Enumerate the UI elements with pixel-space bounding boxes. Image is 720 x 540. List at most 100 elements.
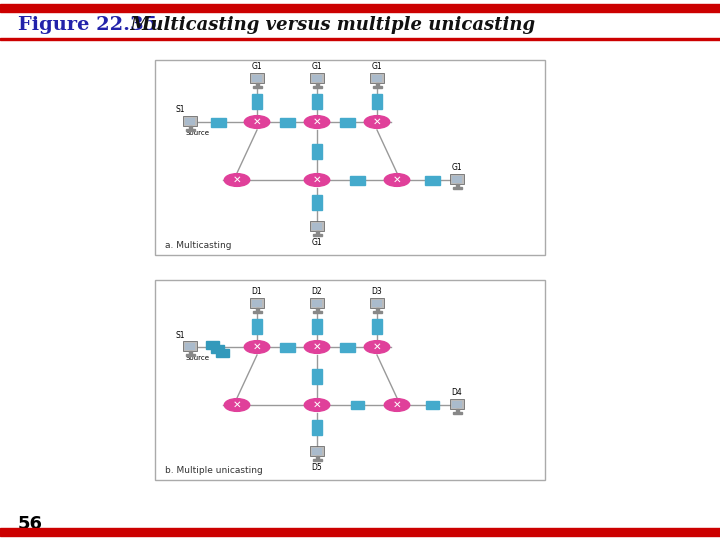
Bar	[310, 73, 324, 83]
Bar	[376, 83, 379, 86]
Ellipse shape	[305, 116, 330, 129]
Text: ✕: ✕	[312, 400, 321, 410]
Ellipse shape	[384, 399, 410, 411]
Bar	[155, 60, 545, 255]
Ellipse shape	[305, 341, 330, 353]
Text: ✕: ✕	[373, 117, 382, 127]
Ellipse shape	[224, 399, 250, 411]
Text: ✕: ✕	[392, 400, 401, 410]
Bar	[189, 351, 192, 354]
Text: G1: G1	[312, 62, 323, 71]
Bar	[312, 234, 322, 236]
Bar	[215, 349, 228, 357]
Ellipse shape	[305, 174, 330, 186]
Bar	[312, 75, 322, 82]
Bar	[252, 93, 262, 109]
Text: G1: G1	[312, 238, 323, 247]
Text: b. Multiple unicasting: b. Multiple unicasting	[165, 466, 263, 475]
Bar	[376, 308, 379, 311]
Bar	[312, 144, 322, 159]
Text: Multicasting versus multiple unicasting: Multicasting versus multiple unicasting	[118, 16, 535, 34]
Bar	[250, 73, 264, 83]
Bar	[315, 83, 318, 86]
Bar	[370, 73, 384, 83]
Bar	[250, 298, 264, 308]
Ellipse shape	[364, 116, 390, 129]
Ellipse shape	[384, 174, 410, 186]
Bar	[315, 231, 318, 234]
Bar	[279, 342, 294, 352]
Bar	[0, 38, 720, 40]
Bar	[372, 300, 382, 307]
Bar	[351, 401, 364, 409]
Ellipse shape	[364, 341, 390, 353]
Text: 56: 56	[18, 515, 43, 533]
Text: ✕: ✕	[233, 175, 241, 185]
Text: D3: D3	[372, 287, 382, 296]
Bar	[312, 311, 322, 313]
Bar	[189, 126, 192, 129]
Text: Source: Source	[186, 130, 210, 136]
Bar	[452, 412, 462, 414]
Bar	[426, 401, 438, 409]
Bar	[456, 184, 459, 187]
Bar	[185, 118, 195, 125]
Bar	[372, 311, 382, 313]
Text: ✕: ✕	[312, 117, 321, 127]
Ellipse shape	[244, 341, 270, 353]
Bar	[349, 176, 364, 185]
Bar	[372, 319, 382, 334]
Bar	[205, 341, 218, 349]
Bar	[312, 319, 322, 334]
Bar	[452, 401, 462, 408]
Bar	[312, 93, 322, 109]
Bar	[450, 399, 464, 409]
Bar	[372, 93, 382, 109]
Bar	[310, 298, 324, 308]
Bar	[186, 354, 194, 356]
Text: D5: D5	[312, 463, 323, 472]
Text: S1: S1	[176, 330, 185, 340]
Text: S1: S1	[176, 105, 185, 114]
Bar	[312, 194, 322, 210]
Text: ✕: ✕	[373, 342, 382, 352]
Bar	[340, 118, 354, 126]
Text: G1: G1	[451, 163, 462, 172]
Text: D1: D1	[252, 287, 262, 296]
Bar	[279, 118, 294, 126]
Bar	[312, 222, 322, 230]
Bar	[312, 86, 322, 88]
Bar	[315, 308, 318, 311]
Ellipse shape	[305, 399, 330, 411]
Bar	[372, 75, 382, 82]
Text: ✕: ✕	[312, 342, 321, 352]
Text: ✕: ✕	[253, 342, 261, 352]
Bar	[0, 4, 720, 12]
Text: ✕: ✕	[312, 175, 321, 185]
Bar	[452, 176, 462, 183]
Bar	[452, 187, 462, 189]
Bar	[252, 75, 262, 82]
Bar	[252, 319, 262, 334]
Ellipse shape	[224, 174, 250, 186]
Bar	[185, 342, 195, 349]
Text: G1: G1	[252, 62, 262, 71]
Bar	[210, 345, 223, 353]
Bar	[252, 300, 262, 307]
Text: ✕: ✕	[392, 175, 401, 185]
Bar	[253, 86, 261, 88]
Text: ✕: ✕	[253, 117, 261, 127]
Text: a. Multicasting: a. Multicasting	[165, 241, 232, 250]
Bar	[340, 342, 354, 352]
Bar	[315, 456, 318, 459]
Bar	[256, 308, 258, 311]
Bar	[312, 448, 322, 455]
Bar	[310, 221, 324, 231]
Bar	[372, 86, 382, 88]
Ellipse shape	[244, 116, 270, 129]
Bar	[310, 446, 324, 456]
Bar	[312, 420, 322, 435]
Bar	[253, 311, 261, 313]
Bar	[370, 298, 384, 308]
Bar	[183, 116, 197, 126]
